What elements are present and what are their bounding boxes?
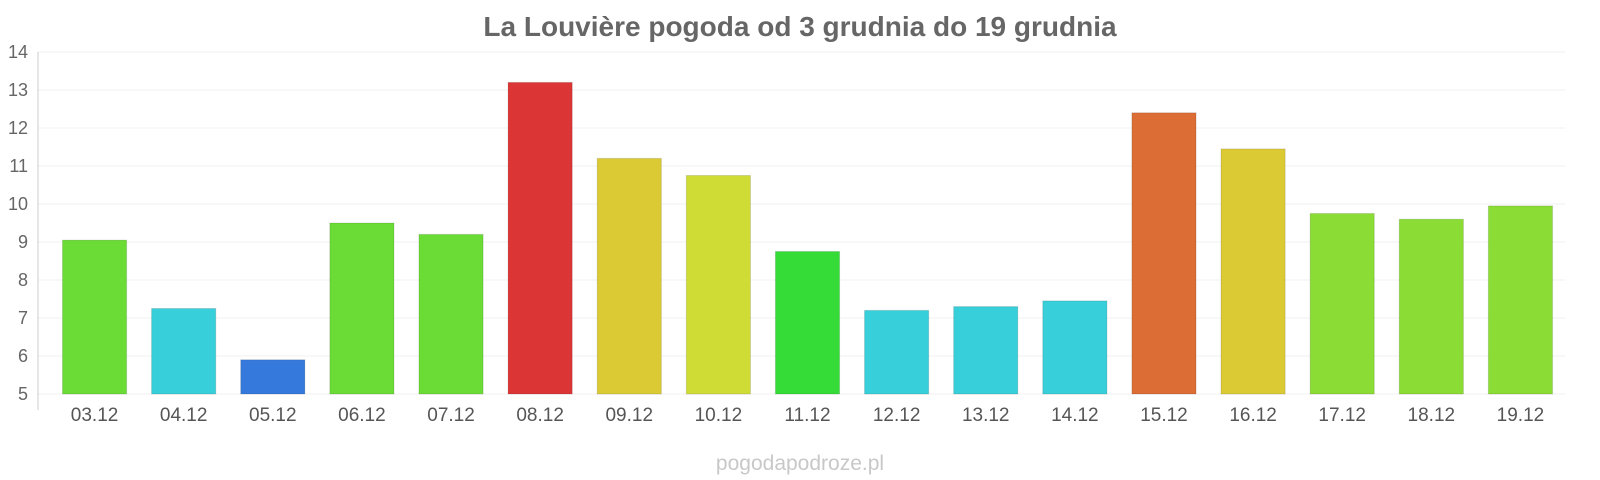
bar-17.12	[1309, 213, 1375, 395]
x-tick-label: 18.12	[1408, 405, 1456, 426]
bar-08.12	[507, 81, 573, 395]
bar-06.12	[329, 222, 395, 395]
watermark: pogodapodroze.pl	[716, 452, 884, 475]
bar-04.12	[151, 308, 217, 395]
x-tick-label: 10.12	[695, 405, 743, 426]
x-tick-label: 15.12	[1140, 405, 1188, 426]
chart-title: La Louvière pogoda od 3 grudnia do 19 gr…	[483, 11, 1117, 42]
bar-03.12	[61, 239, 128, 395]
bar-13.12	[953, 306, 1019, 395]
x-tick-label: 07.12	[427, 405, 475, 426]
bar-15.12	[1131, 112, 1197, 395]
y-tick-label: 9	[18, 232, 28, 252]
x-tick-label: 09.12	[605, 405, 653, 426]
x-tick-label: 12.12	[873, 405, 921, 426]
gridlines	[38, 51, 1565, 395]
y-tick-label: 8	[18, 270, 28, 290]
bar-11.12	[774, 251, 841, 395]
x-tick-label: 17.12	[1318, 405, 1366, 426]
x-tick-label: 03.12	[71, 405, 119, 426]
y-tick-label: 12	[8, 118, 28, 138]
x-tick-label: 05.12	[249, 405, 297, 426]
bar-16.12	[1220, 148, 1286, 395]
bar-05.12	[240, 359, 306, 395]
x-tick-label: 04.12	[160, 405, 208, 426]
bars	[61, 81, 1554, 395]
x-tick-label: 16.12	[1229, 405, 1277, 426]
y-tick-label: 7	[18, 308, 28, 328]
bar-07.12	[418, 233, 484, 395]
x-axis: 03.12 04.12 05.12 06.12 07.12 08.12 09.12 10.12…	[71, 405, 1544, 426]
bar-10.12	[685, 175, 751, 395]
bar-14.12	[1042, 300, 1108, 395]
bar-12.12	[864, 309, 930, 395]
x-tick-label: 08.12	[516, 405, 564, 426]
bar-09.12	[596, 157, 662, 395]
y-tick-label: 6	[18, 346, 28, 366]
x-tick-label: 14.12	[1051, 405, 1099, 426]
x-tick-label: 13.12	[962, 405, 1010, 426]
x-tick-label: 06.12	[338, 405, 386, 426]
x-tick-label: 11.12	[784, 405, 830, 426]
y-tick-label: 11	[9, 156, 28, 176]
bar-18.12	[1398, 218, 1464, 395]
y-tick-label: 14	[8, 42, 28, 62]
x-tick-label: 19.12	[1497, 405, 1545, 426]
y-tick-label: 10	[8, 194, 28, 214]
y-tick-label: 13	[8, 80, 28, 100]
y-tick-label: 5	[18, 384, 28, 404]
y-axis: 5 6 7 8 9 10 11 12 13 14	[8, 42, 28, 404]
bar-19.12	[1487, 205, 1554, 395]
